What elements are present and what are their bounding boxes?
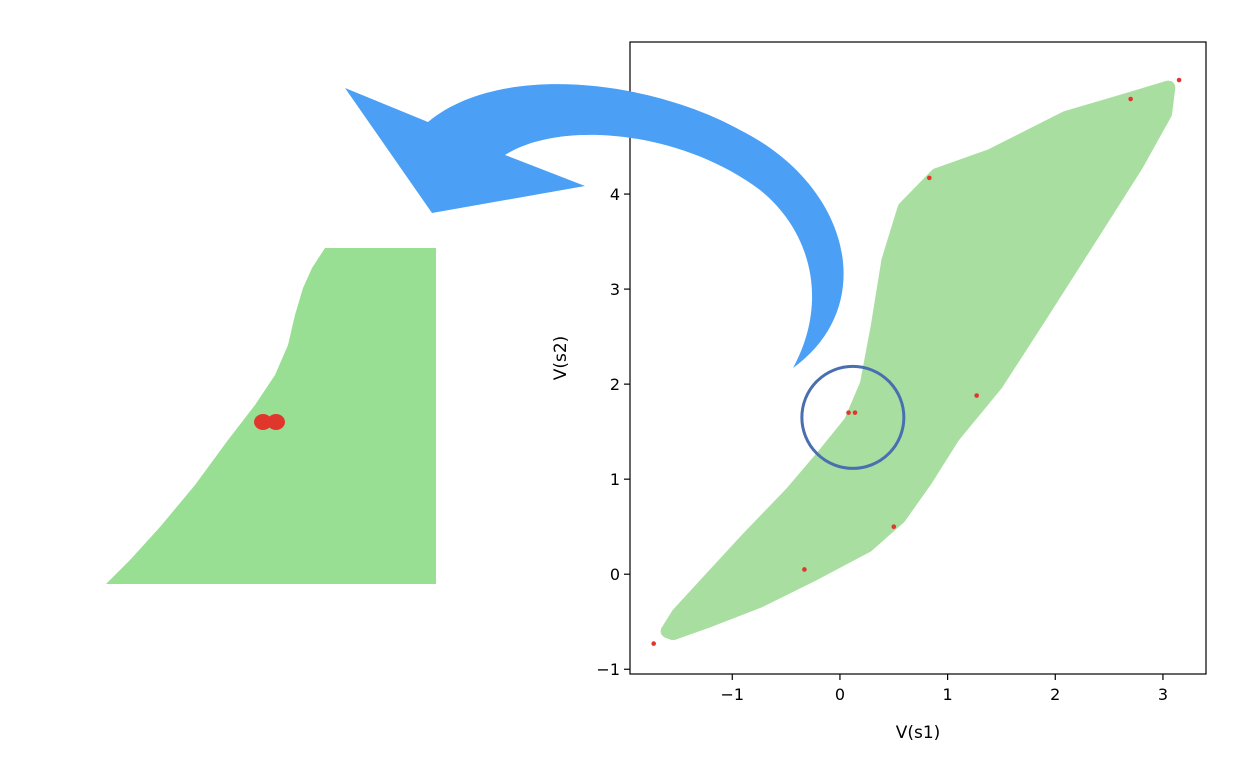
y-tick-label: 0 <box>610 565 620 584</box>
x-tick-label: −1 <box>720 685 744 704</box>
zoom-inset <box>106 248 436 584</box>
red-data-point <box>891 524 897 529</box>
red-data-point <box>852 410 858 415</box>
zoom-inset-red-point <box>254 414 272 430</box>
plot-frame <box>629 41 1207 675</box>
zoom-arrow <box>345 84 844 368</box>
y-tick-label: 2 <box>610 375 620 394</box>
red-data-point <box>927 175 932 181</box>
scatter-plot: −1 0 1 2 3 −1 0 1 2 3 4 V(s1) V(s2) <box>551 41 1207 743</box>
y-axis: −1 0 1 2 3 4 <box>596 185 630 679</box>
y-tick-label: 1 <box>610 470 620 489</box>
red-data-point <box>802 567 807 572</box>
highlight-circle <box>800 364 906 470</box>
red-data-point <box>974 393 979 398</box>
scatter-point-cloud <box>660 80 1176 641</box>
y-axis-label: V(s2) <box>551 336 571 381</box>
x-tick-label: 3 <box>1158 685 1168 704</box>
zoom-inset-red-points <box>254 414 285 430</box>
x-tick-label: 0 <box>835 685 845 704</box>
x-tick-label: 1 <box>943 685 953 704</box>
x-tick-label: 2 <box>1050 685 1060 704</box>
red-data-point <box>1128 96 1133 102</box>
zoom-inset-red-point <box>267 414 285 430</box>
y-tick-label: 3 <box>610 280 620 299</box>
y-tick-label: −1 <box>596 660 620 679</box>
red-data-point <box>1176 77 1182 83</box>
red-point-series <box>651 77 1182 646</box>
red-data-point <box>651 641 656 646</box>
x-axis-label: V(s1) <box>896 723 941 743</box>
y-tick-label: 4 <box>610 185 620 204</box>
x-axis: −1 0 1 2 3 <box>720 674 1168 704</box>
red-data-point <box>846 410 851 415</box>
